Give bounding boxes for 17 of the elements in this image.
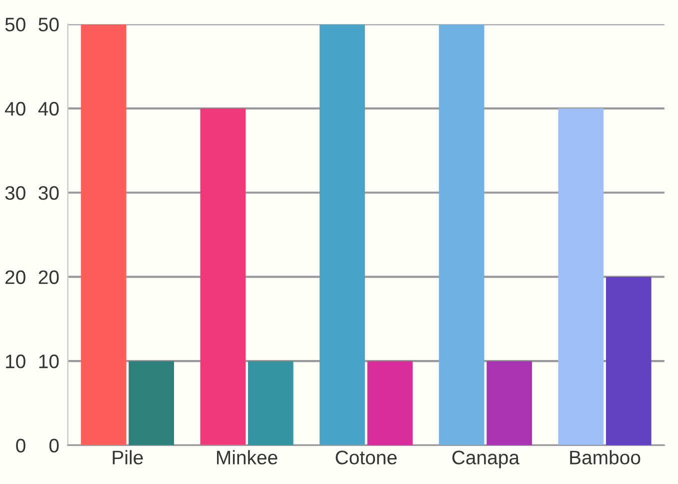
y2-tick-label: 30 [38,186,59,200]
y2-tick-label: 10 [39,354,59,368]
y2-tick-label: 50 [38,18,59,32]
x-tick-label: Cotone [336,450,397,464]
y-tick-label: 0 [16,438,26,453]
y2-tick-label: 40 [38,102,59,116]
x-tick-label: Canapa [452,450,520,468]
y-tick-label: 40 [4,102,26,116]
y-tick-label: 30 [5,186,26,200]
y2-tick-label: 0 [49,438,59,453]
x-tick-label: Bamboo [570,450,640,464]
y2-tick-label: 20 [38,270,59,284]
y-tick-label: 20 [5,270,26,284]
x-tick-label: Minkee [217,450,278,464]
y-tick-label: 10 [6,354,26,368]
y-tick-label: 50 [5,18,26,32]
x-tick-label: Pile [112,450,143,464]
